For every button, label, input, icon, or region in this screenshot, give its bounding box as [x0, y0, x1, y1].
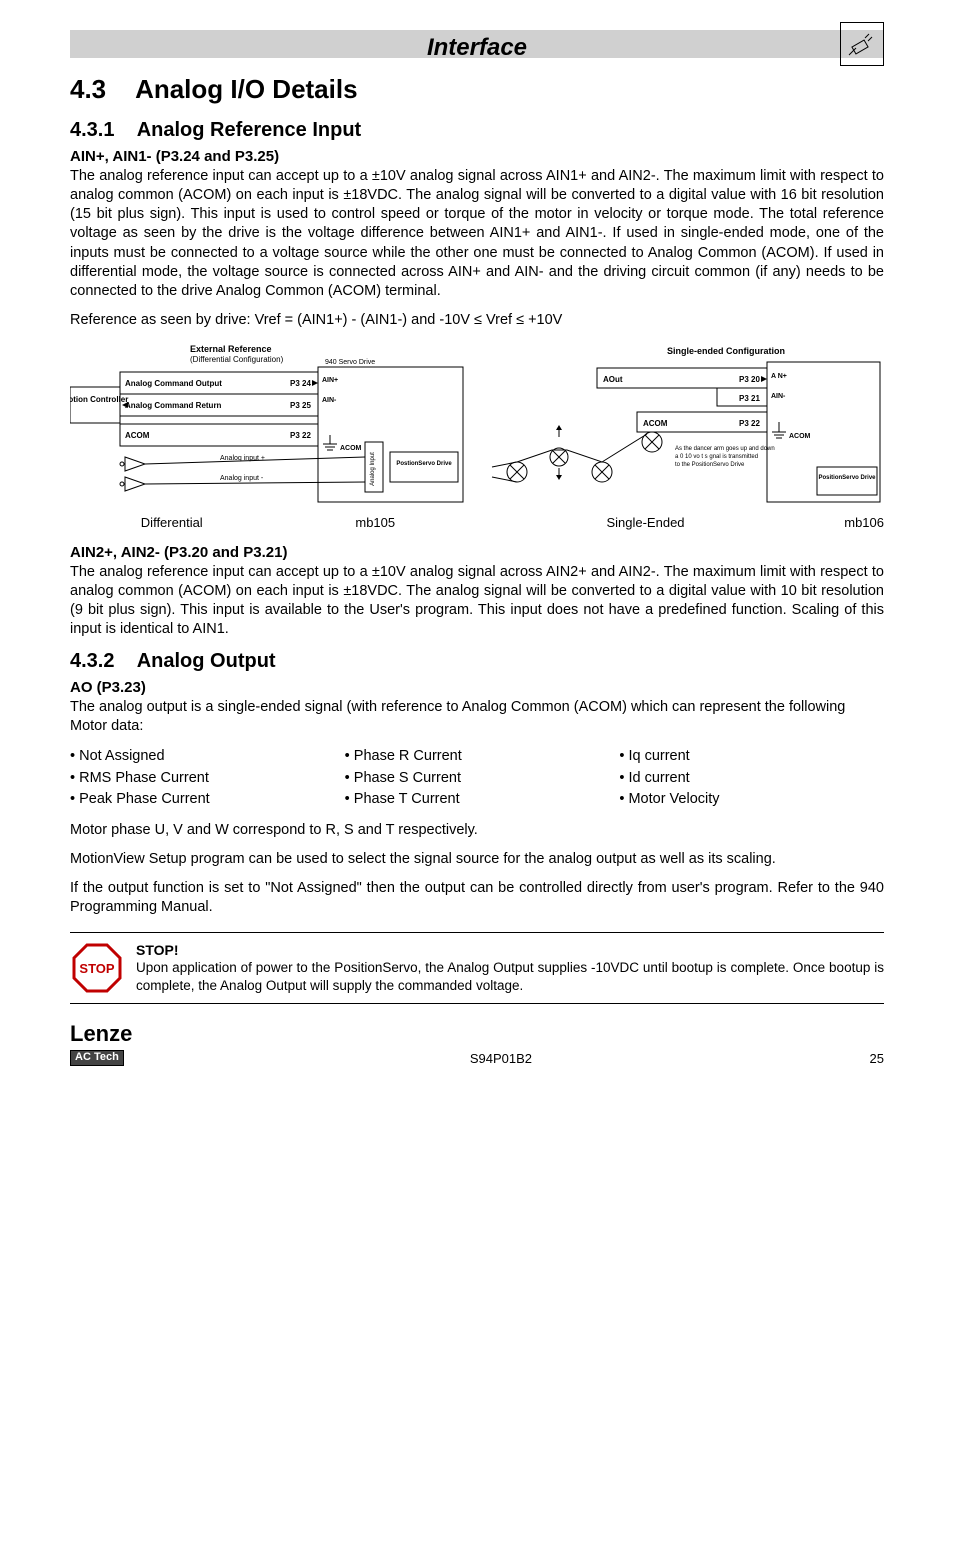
sub-title: Analog Reference Input [137, 119, 361, 141]
svg-text:P3 20: P3 20 [739, 375, 760, 384]
svg-text:Single-ended Configuration: Single-ended Configuration [667, 346, 785, 356]
vref-formula: Reference as seen by drive: Vref = (AIN1… [70, 311, 884, 330]
sub2-title: Analog Output [137, 650, 276, 672]
header-title: Interface [70, 34, 884, 62]
stop-icon: STOP [70, 941, 124, 995]
connector-icon [840, 22, 884, 66]
svg-text:ACOM: ACOM [340, 445, 362, 452]
svg-text:A N+: A N+ [771, 373, 787, 380]
section-4-3-heading: 4.3 Analog I/O Details [70, 74, 884, 105]
svg-text:PositionServo Drive: PositionServo Drive [818, 475, 876, 481]
bullet-item: RMS Phase Current [70, 768, 335, 790]
ao-body-a: The analog output is a single-ended sign… [70, 698, 884, 736]
svg-text:P3 22: P3 22 [739, 419, 760, 428]
ain1-body: The analog reference input can accept up… [70, 167, 884, 301]
stop-callout: STOP STOP! Upon application of power to … [70, 932, 884, 1004]
svg-text:Analog Command Output: Analog Command Output [125, 379, 222, 388]
svg-text:ACOM: ACOM [125, 431, 150, 440]
cap-mb106: mb106 [814, 515, 884, 530]
cap-se: Single-Ended [477, 515, 814, 530]
brand-name: Lenze [70, 1021, 132, 1046]
sub2-num: 4.3.2 [70, 650, 114, 672]
svg-text:Analog Command Return: Analog Command Return [125, 401, 222, 410]
cap-diff: Differential [70, 515, 274, 530]
stop-text: STOP! Upon application of power to the P… [136, 941, 884, 995]
svg-text:Analog Input: Analog Input [370, 452, 376, 486]
sub-num: 4.3.1 [70, 119, 114, 141]
brand-sub: AC Tech [70, 1050, 124, 1066]
svg-text:AIN-: AIN- [322, 397, 337, 404]
svg-text:AIN+: AIN+ [322, 377, 338, 384]
svg-text:STOP: STOP [79, 961, 114, 976]
svg-text:a 0 10 vo t s gnal is transm: a 0 10 vo t s gnal is transmitted [675, 454, 758, 460]
svg-text:AIN-: AIN- [771, 393, 786, 400]
brand-logo: Lenze AC Tech [70, 1024, 132, 1067]
bullet-item: Peak Phase Current [70, 789, 335, 811]
bullet-columns: Not Assigned RMS Phase Current Peak Phas… [70, 746, 884, 811]
svg-text:P3 21: P3 21 [739, 394, 760, 403]
stop-body: Upon application of power to the Positio… [136, 960, 884, 993]
ao-body-c: MotionView Setup program can be used to … [70, 850, 884, 869]
diagram-row: External Reference (Differential Configu… [70, 342, 884, 507]
section-4-3-2-heading: 4.3.2 Analog Output [70, 650, 884, 673]
stop-title: STOP! [136, 942, 179, 958]
ao-body-b: Motor phase U, V and W correspond to R, … [70, 821, 884, 840]
bullets-col3: Iq current Id current Motor Velocity [619, 746, 884, 811]
ao-heading: AO (P3.23) [70, 679, 884, 696]
diag-left-topnote: 940 Servo Drive [325, 359, 375, 366]
bullet-item: Phase T Current [345, 789, 610, 811]
page-number: 25 [870, 1051, 884, 1066]
ain2-body: The analog reference input can accept up… [70, 563, 884, 640]
bullet-item: Phase R Current [345, 746, 610, 768]
svg-text:P3 22: P3 22 [290, 431, 311, 440]
svg-text:Analog input +: Analog input + [220, 455, 265, 462]
ain2-heading: AIN2+, AIN2- (P3.20 and P3.21) [70, 544, 884, 561]
diagram-single-ended: Single-ended Configuration AOut P3 20 A … [487, 342, 884, 507]
svg-text:to the PositionServo Drive: to the PositionServo Drive [675, 462, 745, 468]
section-4-3-1-heading: 4.3.1 Analog Reference Input [70, 119, 884, 142]
cap-mb105: mb105 [274, 515, 478, 530]
bullet-item: Iq current [619, 746, 884, 768]
ain1-heading: AIN+, AIN1- (P3.24 and P3.25) [70, 148, 884, 165]
bullet-item: Phase S Current [345, 768, 610, 790]
diagram-differential: External Reference (Differential Configu… [70, 342, 467, 507]
page-footer: Lenze AC Tech S94P01B2 25 [70, 1024, 884, 1067]
svg-text:As the dancer arm goes up and: As the dancer arm goes up and down [675, 446, 775, 452]
svg-text:P3 24: P3 24 [290, 379, 311, 388]
svg-text:ACOM: ACOM [643, 419, 668, 428]
bullets-col1: Not Assigned RMS Phase Current Peak Phas… [70, 746, 335, 811]
bullets-col2: Phase R Current Phase S Current Phase T … [345, 746, 610, 811]
diag-left-title: External Reference [190, 344, 272, 354]
sec-title: Analog I/O Details [135, 74, 358, 104]
svg-text:P3 25: P3 25 [290, 401, 311, 410]
diag-left-subtitle: (Differential Configuration) [190, 355, 284, 364]
ao-body-d: If the output function is set to "Not As… [70, 879, 884, 917]
svg-text:Analog input -: Analog input - [220, 475, 264, 482]
svg-text:PostionServo Drive: PostionServo Drive [396, 461, 452, 467]
diagram-captions: Differential mb105 Single-Ended mb106 [70, 515, 884, 530]
bullet-item: Motor Velocity [619, 789, 884, 811]
svg-text:ACOM: ACOM [789, 433, 811, 440]
bullet-item: Id current [619, 768, 884, 790]
bullet-item: Not Assigned [70, 746, 335, 768]
part-number: S94P01B2 [470, 1051, 532, 1066]
svg-text:AOut: AOut [603, 375, 623, 384]
sec-num: 4.3 [70, 74, 106, 104]
